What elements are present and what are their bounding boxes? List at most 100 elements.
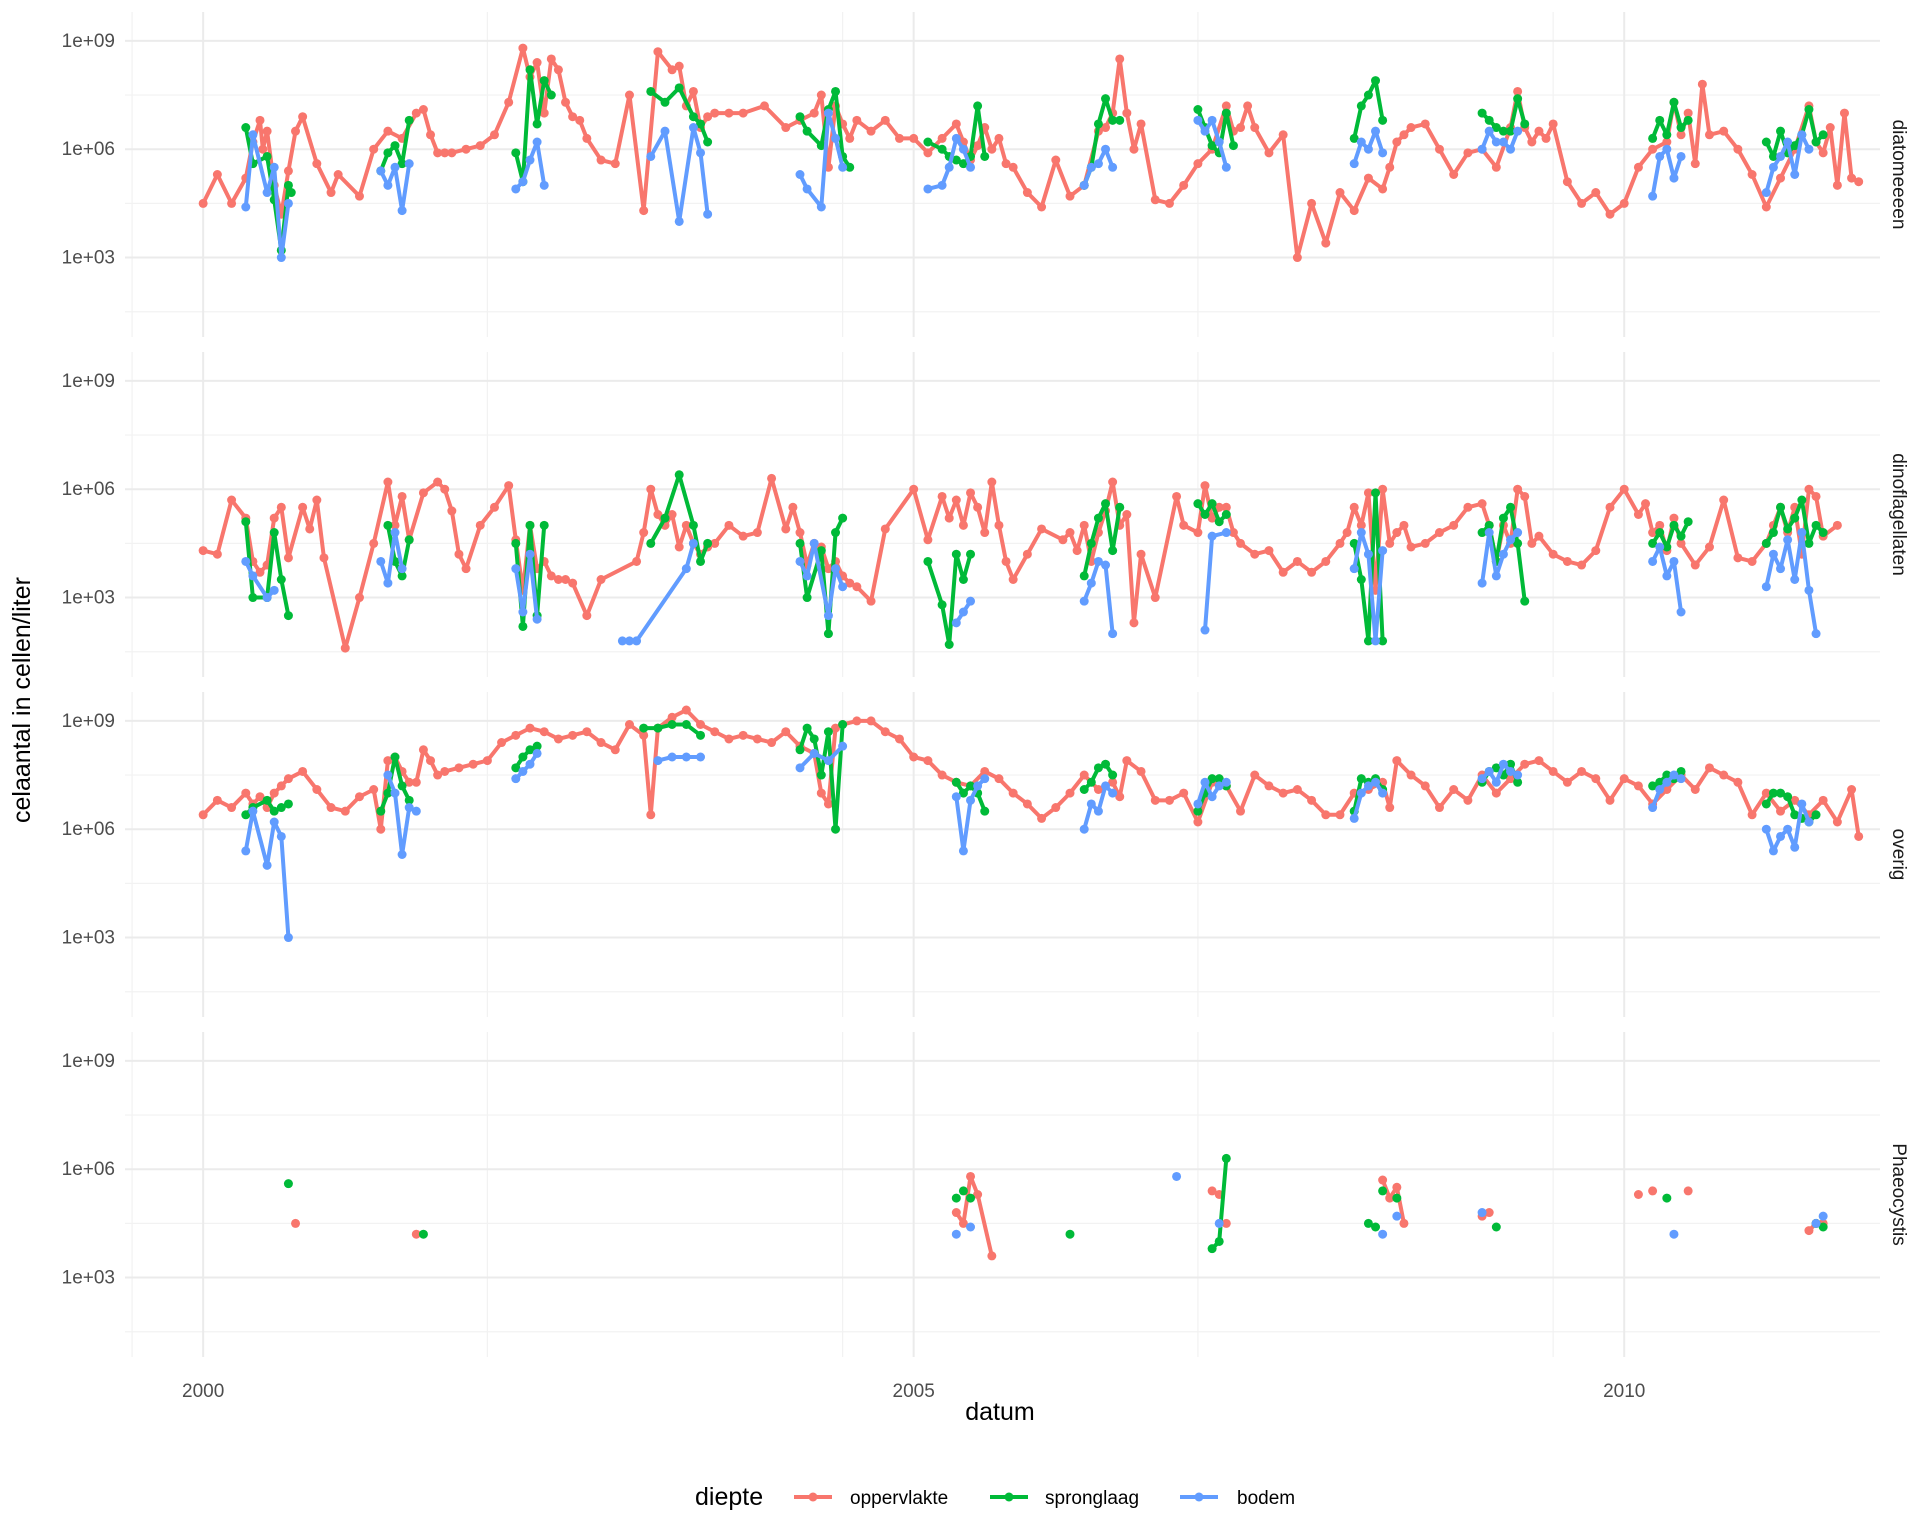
data-point <box>1207 115 1217 125</box>
data-point <box>696 720 706 729</box>
data-point <box>354 792 364 802</box>
data-point <box>838 162 848 172</box>
y-tick-label: 1e+03 <box>62 1268 115 1289</box>
series-line <box>620 541 696 643</box>
data-point <box>1079 180 1089 190</box>
y-tick-label: 1e+09 <box>62 371 115 392</box>
legend-item-bodem: bodem <box>1180 1488 1295 1509</box>
y-tick-label: 1e+09 <box>62 1051 115 1072</box>
data-point <box>276 575 286 584</box>
data-point <box>283 553 293 563</box>
data-point <box>411 108 421 118</box>
data-point <box>1207 1186 1217 1196</box>
data-point <box>966 781 976 791</box>
data-point <box>1591 188 1601 198</box>
data-point <box>511 538 521 548</box>
data-point <box>1349 159 1359 169</box>
data-point <box>1747 170 1757 179</box>
data-point <box>980 806 990 816</box>
data-point <box>1683 517 1693 527</box>
data-point <box>1676 774 1686 784</box>
data-point <box>1477 528 1487 538</box>
data-point <box>298 502 308 512</box>
data-point <box>1086 538 1096 548</box>
data-point <box>1307 795 1317 805</box>
data-point <box>525 759 535 769</box>
data-point <box>1768 162 1778 172</box>
data-point <box>1214 517 1224 527</box>
data-point <box>383 520 393 530</box>
data-point <box>227 198 237 208</box>
data-point <box>1648 133 1658 143</box>
data-point <box>966 488 976 498</box>
data-point <box>1662 1193 1672 1203</box>
data-point <box>1385 538 1395 548</box>
data-point <box>966 596 976 606</box>
data-point <box>1655 785 1665 794</box>
data-point <box>1797 130 1807 140</box>
data-point <box>660 97 670 107</box>
data-point <box>1790 170 1800 179</box>
data-point <box>1811 520 1821 530</box>
data-point <box>433 477 443 487</box>
data-point <box>1179 520 1189 530</box>
data-point <box>326 803 336 813</box>
data-point <box>1484 1208 1494 1218</box>
data-point <box>958 607 968 617</box>
data-point <box>816 788 826 798</box>
data-point <box>248 593 258 603</box>
data-point <box>1101 123 1111 133</box>
data-point <box>1065 788 1075 798</box>
data-point <box>1676 538 1686 548</box>
data-point <box>1392 756 1402 766</box>
data-point <box>1214 774 1224 784</box>
data-point <box>1371 777 1381 787</box>
data-point <box>283 180 293 190</box>
data-point <box>1577 766 1587 776</box>
data-point <box>696 730 706 740</box>
data-point <box>1378 115 1388 125</box>
data-point <box>1662 130 1672 140</box>
strip-label: dinoflagellaten <box>1888 453 1909 576</box>
data-point <box>269 806 279 816</box>
data-point <box>504 481 514 491</box>
data-point <box>1399 1218 1409 1228</box>
data-point <box>1278 788 1288 798</box>
data-point <box>1648 1186 1658 1196</box>
data-point <box>1008 575 1018 584</box>
data-point <box>1086 777 1096 787</box>
data-point <box>1463 502 1473 512</box>
data-point <box>1086 578 1096 588</box>
data-point <box>823 756 833 766</box>
data-point <box>1356 101 1366 111</box>
data-point <box>966 549 976 559</box>
data-point <box>1228 528 1238 538</box>
legend-title: diepte <box>695 1483 763 1511</box>
data-point <box>795 763 805 773</box>
strip-label: Phaeocystis <box>1888 1143 1909 1245</box>
data-point <box>1349 133 1359 143</box>
data-point <box>376 166 386 176</box>
data-point <box>319 553 329 563</box>
data-point <box>823 629 833 639</box>
data-point <box>1683 1186 1693 1196</box>
data-point <box>1022 799 1032 809</box>
data-point <box>823 799 833 809</box>
data-point <box>632 636 642 646</box>
data-point <box>1761 799 1771 809</box>
data-point <box>1776 831 1786 841</box>
data-point <box>1839 108 1849 118</box>
data-point <box>1541 133 1551 143</box>
data-point <box>1228 141 1238 151</box>
data-point <box>1669 513 1679 523</box>
data-point <box>1761 137 1771 147</box>
data-point <box>1378 484 1388 494</box>
data-point <box>823 564 833 574</box>
data-point <box>1363 781 1373 791</box>
data-point <box>937 180 947 190</box>
data-point <box>1633 162 1643 172</box>
data-point <box>1221 510 1231 519</box>
series-line <box>513 751 540 781</box>
data-point <box>632 556 642 566</box>
